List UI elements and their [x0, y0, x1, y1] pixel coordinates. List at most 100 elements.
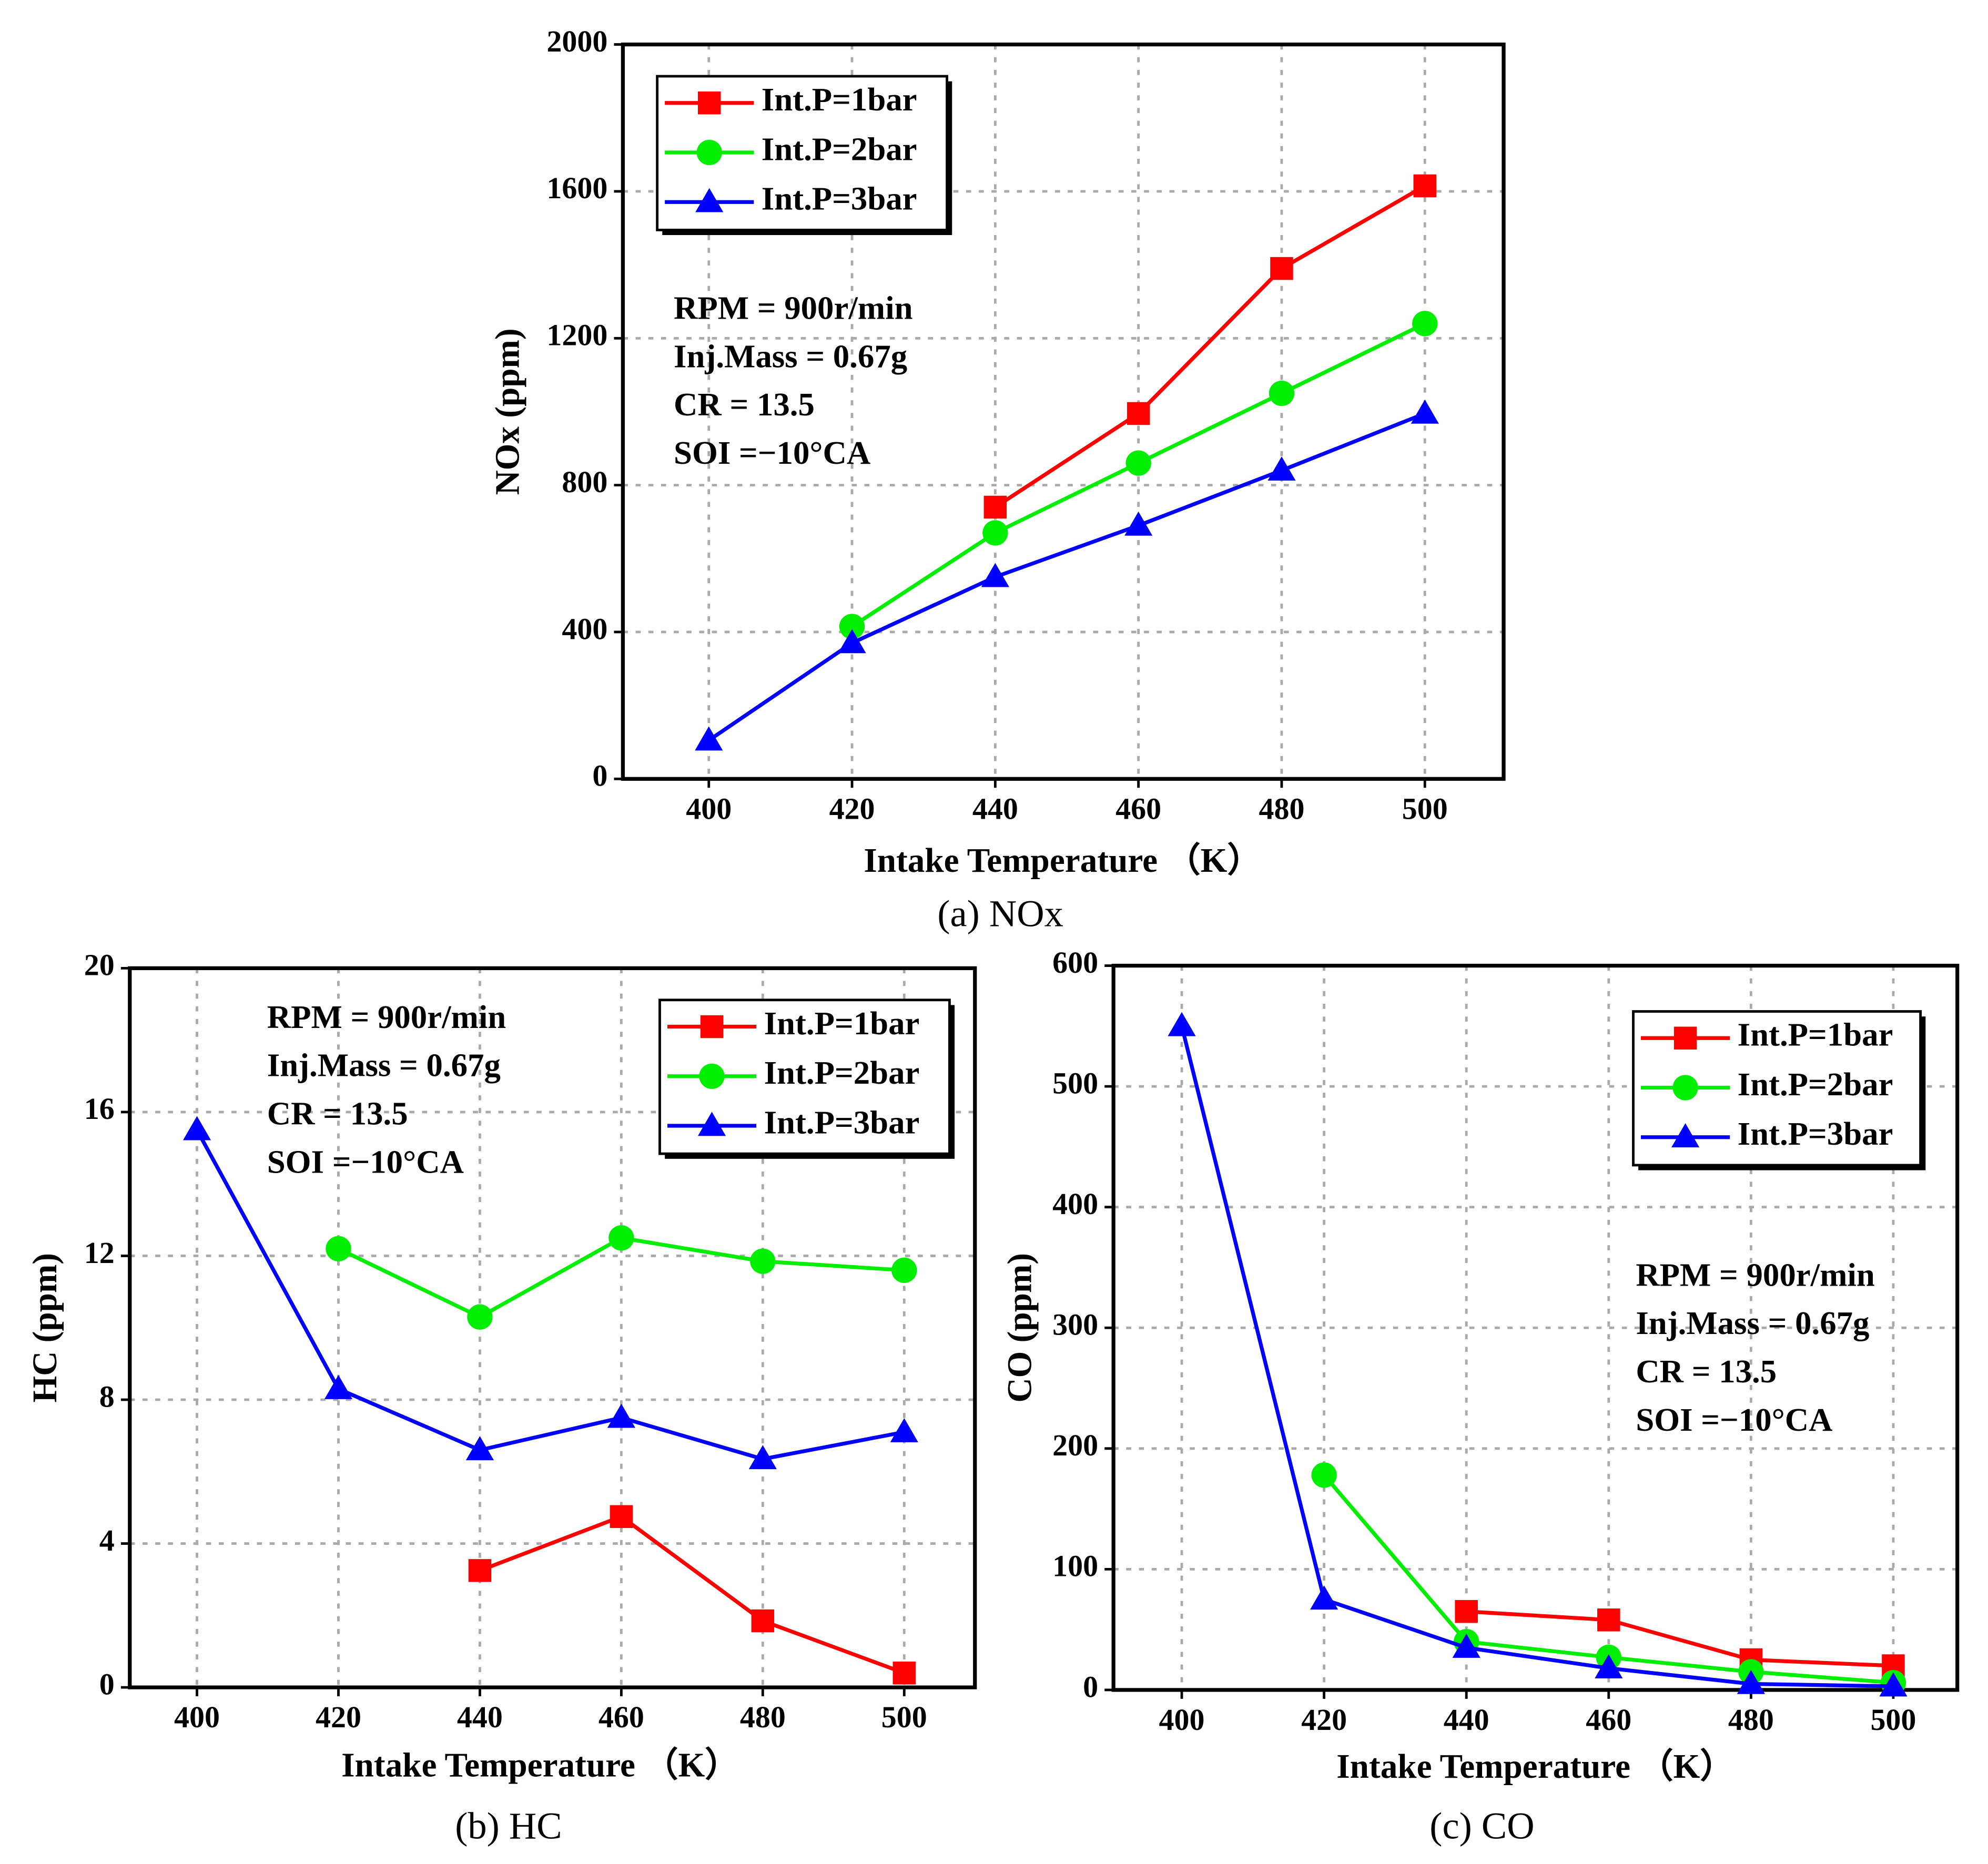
marker: [1879, 1672, 1908, 1697]
marker: [1412, 311, 1438, 337]
y-tick-label: 2000: [546, 24, 607, 58]
annotation: CR = 13.5: [674, 386, 815, 423]
y-axis-label: HC (ppm): [26, 1253, 64, 1403]
marker: [1595, 1654, 1623, 1678]
marker: [748, 1445, 777, 1470]
annotation: CR = 13.5: [1636, 1353, 1777, 1390]
marker: [981, 563, 1009, 587]
x-tick-label: 500: [881, 1700, 927, 1734]
x-tick-label: 440: [457, 1700, 503, 1734]
y-tick-label: 4: [99, 1523, 115, 1557]
x-tick-label: 500: [1402, 791, 1448, 826]
annotation: Inj.Mass = 0.67g: [674, 338, 907, 374]
annotation: SOI =−10°CA: [1636, 1401, 1832, 1438]
annotation: SOI =−10°CA: [267, 1143, 464, 1180]
y-tick-label: 300: [1052, 1308, 1098, 1342]
y-tick-label: 1600: [546, 171, 607, 205]
y-tick-label: 100: [1052, 1549, 1098, 1583]
marker: [326, 1236, 351, 1261]
legend-label: Int.P=1bar: [762, 81, 917, 118]
marker: [1270, 257, 1293, 280]
annotation: RPM = 900r/min: [674, 289, 912, 326]
marker: [891, 1257, 917, 1283]
plot-frame: [621, 42, 1506, 781]
marker: [695, 188, 724, 212]
x-tick-label: 400: [1159, 1703, 1205, 1737]
x-tick-label: 500: [1870, 1703, 1916, 1737]
y-tick-label: 1200: [546, 318, 607, 352]
x-tick-label: 460: [1586, 1703, 1631, 1737]
marker: [1125, 450, 1151, 476]
legend-label: Int.P=2bar: [762, 130, 917, 167]
x-tick-label: 440: [972, 791, 1018, 826]
plot-frame: [128, 966, 977, 1689]
marker: [697, 1112, 726, 1136]
series-line: [1180, 1025, 1893, 1688]
marker: [696, 139, 722, 166]
marker: [839, 614, 865, 639]
marker: [892, 1662, 916, 1685]
y-tick-label: 600: [1052, 945, 1098, 980]
x-tick-label: 420: [316, 1700, 361, 1734]
annotation: RPM = 900r/min: [267, 999, 506, 1035]
y-tick-label: 0: [99, 1667, 115, 1701]
marker: [700, 1015, 724, 1038]
x-tick-label: 480: [740, 1700, 786, 1734]
annotation: SOI =−10°CA: [674, 434, 870, 471]
caption: (a) NOx: [937, 892, 1063, 934]
annotation: Inj.Mass = 0.67g: [1636, 1305, 1869, 1341]
y-tick-label: 20: [84, 948, 115, 982]
marker: [1452, 1634, 1480, 1658]
legend-label: Int.P=3bar: [764, 1104, 920, 1140]
annotation: RPM = 900r/min: [1636, 1256, 1874, 1293]
marker: [1672, 1075, 1698, 1101]
marker: [982, 520, 1008, 546]
x-tick-label: 460: [1115, 791, 1161, 826]
marker: [1737, 1669, 1765, 1694]
marker: [1413, 174, 1436, 198]
marker: [983, 495, 1007, 519]
y-tick-label: 12: [84, 1236, 115, 1270]
x-axis-label: Intake Temperature （K）: [341, 1747, 739, 1785]
marker: [607, 1403, 635, 1428]
marker: [1411, 399, 1439, 424]
series-line: [707, 412, 1426, 742]
x-tick-label: 460: [599, 1700, 644, 1734]
x-tick-label: 420: [1301, 1703, 1347, 1737]
legend-label: Int.P=3bar: [762, 180, 917, 217]
series-line: [994, 184, 1426, 509]
marker: [467, 1304, 493, 1330]
marker: [1127, 402, 1150, 425]
marker: [1671, 1123, 1700, 1148]
marker: [1267, 456, 1296, 481]
x-tick-label: 480: [1259, 791, 1304, 826]
marker: [608, 1225, 634, 1251]
marker: [1311, 1462, 1337, 1488]
y-tick-label: 200: [1052, 1428, 1098, 1462]
x-tick-label: 400: [174, 1700, 220, 1734]
marker: [697, 91, 721, 115]
x-tick-label: 440: [1444, 1703, 1489, 1737]
x-axis-label: Intake Temperature （K）: [864, 842, 1261, 880]
annotation: CR = 13.5: [267, 1095, 408, 1132]
x-tick-label: 400: [686, 791, 732, 826]
series-line: [195, 1129, 905, 1461]
marker: [699, 1063, 725, 1089]
y-axis-label: CO (ppm): [1001, 1253, 1039, 1403]
series-line: [479, 1514, 905, 1675]
marker: [324, 1374, 353, 1399]
y-tick-label: 8: [99, 1379, 115, 1413]
marker: [468, 1559, 492, 1582]
marker: [751, 1609, 775, 1633]
marker: [890, 1418, 918, 1442]
plot-frame: [1111, 963, 1960, 1692]
x-axis-label: Intake Temperature （K）: [1336, 1748, 1734, 1786]
marker: [1597, 1608, 1620, 1632]
marker: [695, 726, 723, 751]
caption: (c) CO: [1429, 1804, 1534, 1847]
legend-label: Int.P=2bar: [1738, 1066, 1893, 1103]
y-axis-label: NOx (ppm): [489, 328, 527, 495]
marker: [1269, 380, 1295, 406]
